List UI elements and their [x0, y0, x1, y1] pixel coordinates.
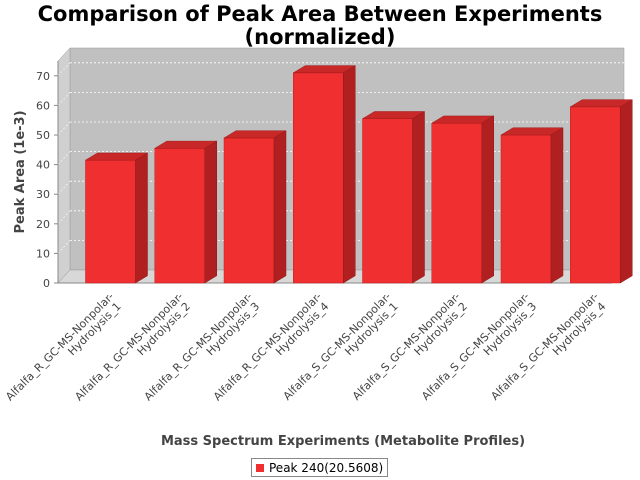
y-tick-label: 20 [36, 218, 50, 231]
plot-left-wall [57, 47, 71, 284]
bar-side [273, 130, 287, 284]
y-tick-label: 60 [36, 99, 50, 112]
bar-side [550, 127, 564, 284]
y-tick-label: 0 [43, 277, 50, 290]
chart-subtitle: (normalized) [244, 25, 396, 49]
legend-label: Peak 240(20.5608) [269, 460, 384, 475]
bar-side [135, 152, 148, 284]
legend-swatch [256, 463, 264, 472]
bar-front [154, 148, 205, 284]
y-tick-label: 40 [36, 159, 50, 172]
bar-front [362, 118, 413, 284]
gridline-side [57, 151, 71, 165]
chart-title: Comparison of Peak Area Between Experime… [37, 2, 603, 26]
legend: Peak 240(20.5608) [251, 458, 389, 477]
gridline-side [57, 62, 71, 77]
bar-front [85, 159, 136, 284]
y-tick-label: 30 [36, 188, 50, 201]
y-tick-label: 50 [36, 129, 50, 142]
bar-side [620, 99, 633, 284]
bar-front [293, 72, 344, 284]
y-axis-title: Peak Area (1e-3) [13, 110, 28, 233]
gridline-side [57, 121, 71, 136]
y-tick-label: 70 [36, 70, 50, 83]
y-tick-label: 10 [36, 247, 50, 260]
bar-front [500, 134, 552, 284]
bar-side [412, 111, 425, 284]
gridline-side [57, 240, 71, 254]
gridline-side [57, 210, 71, 225]
bar-front [431, 122, 482, 284]
gridline-side [57, 92, 71, 106]
bar-side [204, 140, 217, 284]
gridline-side [57, 180, 71, 195]
x-tick-label: Alfalfa_R_GC-MS-Nonpolar-Hydrolysis_1 [3, 290, 125, 412]
bar-side [481, 115, 494, 284]
bar-front [570, 106, 621, 284]
x-axis-title: Mass Spectrum Experiments (Metabolite Pr… [161, 434, 525, 449]
bar-front [223, 137, 275, 284]
bar-side [343, 65, 356, 284]
